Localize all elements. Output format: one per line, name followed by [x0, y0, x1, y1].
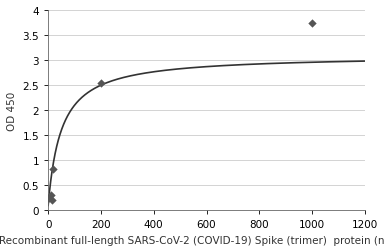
Point [309, 22, 315, 26]
X-axis label: Recombinant full-length SARS-CoV-2 (COVID-19) Spike (trimer)  protein (ng/mL): Recombinant full-length SARS-CoV-2 (COVI… [0, 235, 385, 245]
Point [49, 199, 55, 203]
Y-axis label: OD 450: OD 450 [7, 91, 17, 130]
Point [50, 168, 57, 172]
Point [47, 196, 53, 200]
Point [48, 194, 54, 198]
Point [98, 82, 104, 86]
